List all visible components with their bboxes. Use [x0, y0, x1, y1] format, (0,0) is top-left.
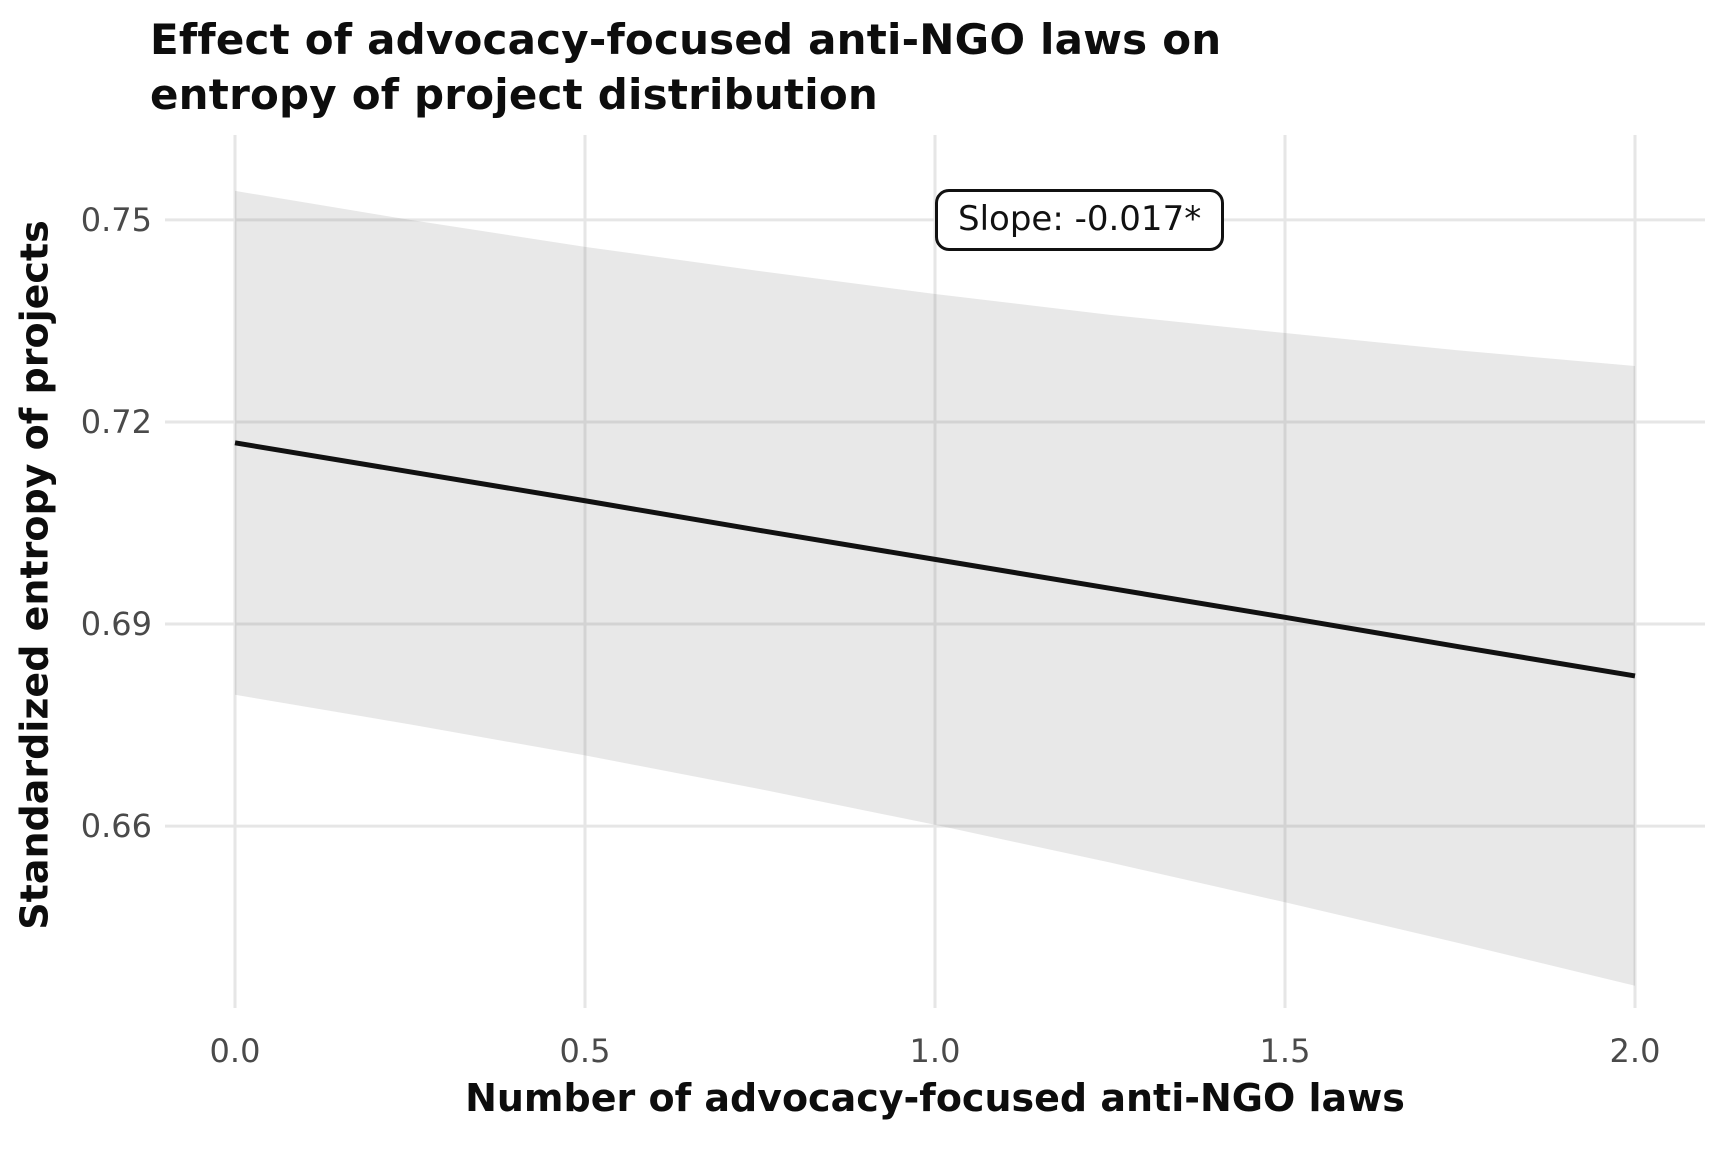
y-tick-label: 0.75: [81, 201, 152, 239]
confidence-band: [235, 190, 1635, 986]
slope-annotation: Slope: -0.017*: [935, 189, 1225, 251]
y-tick-label: 0.69: [81, 605, 152, 643]
chart-title: Effect of advocacy-focused anti-NGO laws…: [150, 15, 1222, 120]
x-tick-label: 1.5: [1260, 1032, 1311, 1070]
y-axis-title: Standardized entropy of projects: [12, 220, 57, 930]
plot-area: 0.66 0.69 0.72 0.75 0.0 0.5 1.0 1.5 2.0: [81, 135, 1705, 1070]
x-tick-label: 2.0: [1610, 1032, 1661, 1070]
x-tick-label: 0.5: [560, 1032, 611, 1070]
regression-line: [234, 440, 1636, 679]
x-tick-label: 0.0: [210, 1032, 261, 1070]
y-tick-label: 0.72: [81, 403, 152, 441]
y-tick-label: 0.66: [81, 807, 152, 845]
x-tick-label: 1.0: [910, 1032, 961, 1070]
x-axis-title: Number of advocacy-focused anti-NGO laws: [465, 1076, 1405, 1120]
